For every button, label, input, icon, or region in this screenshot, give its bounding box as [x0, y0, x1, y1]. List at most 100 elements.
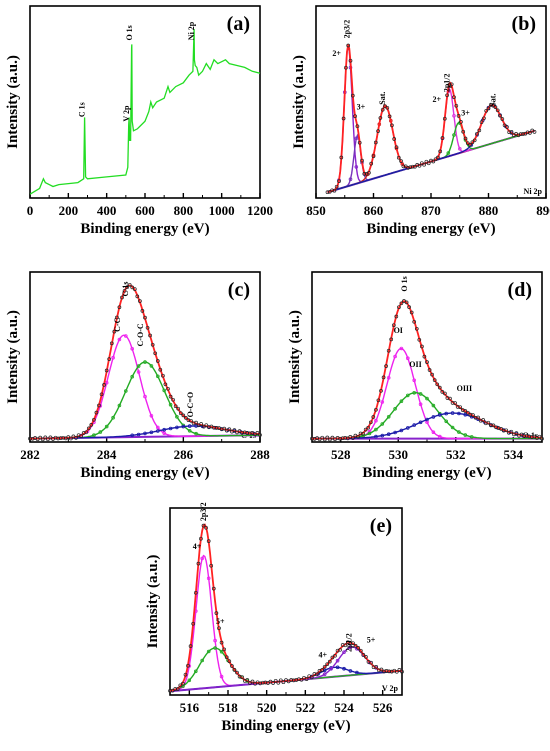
experimental-data-point	[310, 436, 314, 441]
fit-component-point	[469, 435, 474, 439]
y-axis-title: Intensity (a.u.)	[287, 310, 303, 404]
peak-annotation: 4+	[318, 651, 327, 660]
peak-annotation: OII	[409, 360, 421, 369]
fit-component-point	[452, 133, 456, 137]
experimental-data-point	[429, 158, 433, 163]
peak-annotation: OIII	[457, 384, 473, 393]
experimental-data-point	[519, 432, 524, 437]
experimental-data-point	[339, 155, 344, 160]
experimental-data-point	[340, 643, 345, 647]
experimental-data-point	[366, 425, 371, 430]
fit-component-point	[405, 426, 410, 430]
experimental-data-point	[540, 436, 544, 441]
panel-label: (a)	[227, 13, 250, 35]
experimental-data-point	[186, 663, 190, 668]
experimental-data-point	[532, 130, 537, 134]
fit-component-point	[143, 431, 147, 436]
experimental-data-point	[248, 681, 252, 685]
fit-component-point	[431, 415, 436, 419]
experimental-data-point	[135, 294, 140, 299]
fit-component-point	[405, 356, 410, 361]
experimental-data-point	[486, 106, 491, 111]
experimental-data-point	[387, 669, 391, 674]
experimental-data-point	[400, 669, 404, 674]
experimental-data-point	[325, 190, 330, 195]
experimental-data-point	[397, 305, 401, 310]
panel-d: 528 530 532 534 Binding energy (eV) Intensity…	[287, 271, 544, 481]
experimental-data-point	[356, 434, 360, 439]
experimental-data-point	[509, 130, 514, 134]
experimental-data-point	[79, 434, 83, 439]
experimental-data-point	[325, 435, 330, 440]
experimental-data-point	[71, 434, 76, 439]
experimental-data-point	[84, 430, 89, 435]
experimental-data-point	[379, 667, 384, 672]
experimental-data-point	[212, 425, 216, 430]
fit-component-point	[374, 418, 378, 423]
fit-component-point	[213, 638, 217, 643]
experimental-data-point	[181, 413, 186, 418]
experimental-data-point	[222, 426, 227, 431]
experimental-data-point	[458, 405, 463, 410]
x-tick-label: 534	[504, 447, 524, 462]
experimental-data-point	[361, 431, 365, 436]
experimental-data-point	[357, 140, 362, 145]
experimental-data-point	[240, 675, 245, 680]
fit-component-point	[386, 375, 391, 380]
experimental-data-point	[232, 428, 237, 432]
experimental-data-point	[315, 672, 319, 677]
experimental-data-point	[237, 429, 242, 433]
fit-component-point	[219, 674, 224, 679]
experimental-data-point	[209, 563, 214, 568]
fit-component-point	[335, 665, 340, 670]
fit-component-point	[425, 417, 429, 422]
fit-component-point	[143, 394, 147, 399]
experimental-data-point	[127, 282, 132, 287]
experimental-data-point	[463, 136, 468, 141]
experimental-data-point	[291, 678, 296, 683]
y-axis-title: Intensity (a.u.)	[291, 55, 307, 149]
experimental-data-point	[344, 65, 348, 70]
fit-component-point	[463, 433, 468, 437]
experimental-data-point	[138, 299, 142, 303]
experimental-data-point	[97, 403, 101, 408]
fit-component-point	[374, 427, 378, 432]
experimental-data-point	[322, 664, 327, 669]
experimental-data-point	[514, 431, 519, 435]
fit-component-point	[181, 424, 186, 429]
experimental-data-point	[379, 388, 383, 393]
experimental-data-point	[415, 163, 420, 167]
experimental-data-point	[440, 390, 445, 394]
panel-c: 282 284 286 288 Binding energy (eV) Intensity…	[5, 271, 270, 481]
experimental-data-point	[168, 394, 173, 399]
experimental-data-point	[227, 659, 232, 664]
x-axis-title: Binding energy (eV)	[80, 221, 209, 237]
experimental-data-point	[219, 640, 224, 645]
fit-component-point	[355, 670, 359, 675]
experimental-data-point	[426, 161, 431, 166]
peak-annotation: 5+	[367, 636, 376, 645]
experimental-data-point	[445, 93, 449, 98]
experimental-data-point	[381, 375, 386, 380]
experimental-data-point	[193, 590, 198, 595]
experimental-data-point	[483, 421, 488, 426]
fit-component-point	[130, 374, 135, 379]
experimental-data-point	[461, 129, 466, 134]
peak-annotation: Sat.	[378, 92, 387, 105]
experimental-data-point	[94, 410, 99, 415]
experimental-data-point	[412, 319, 417, 324]
experimental-data-point	[143, 315, 147, 320]
fit-component-point	[187, 428, 192, 433]
fit-component-point	[329, 666, 333, 671]
experimental-data-point	[115, 315, 119, 320]
experimental-data-point	[498, 113, 502, 118]
experimental-data-point	[396, 155, 401, 160]
plot-frame	[169, 507, 403, 696]
x-tick-label: 600	[135, 203, 155, 218]
experimental-data-point	[482, 116, 486, 121]
experimental-data-point	[214, 611, 219, 615]
fit-component-point	[117, 403, 122, 408]
experimental-data-point	[525, 130, 530, 135]
experimental-data-point	[48, 435, 53, 440]
experimental-data-point	[178, 411, 183, 416]
